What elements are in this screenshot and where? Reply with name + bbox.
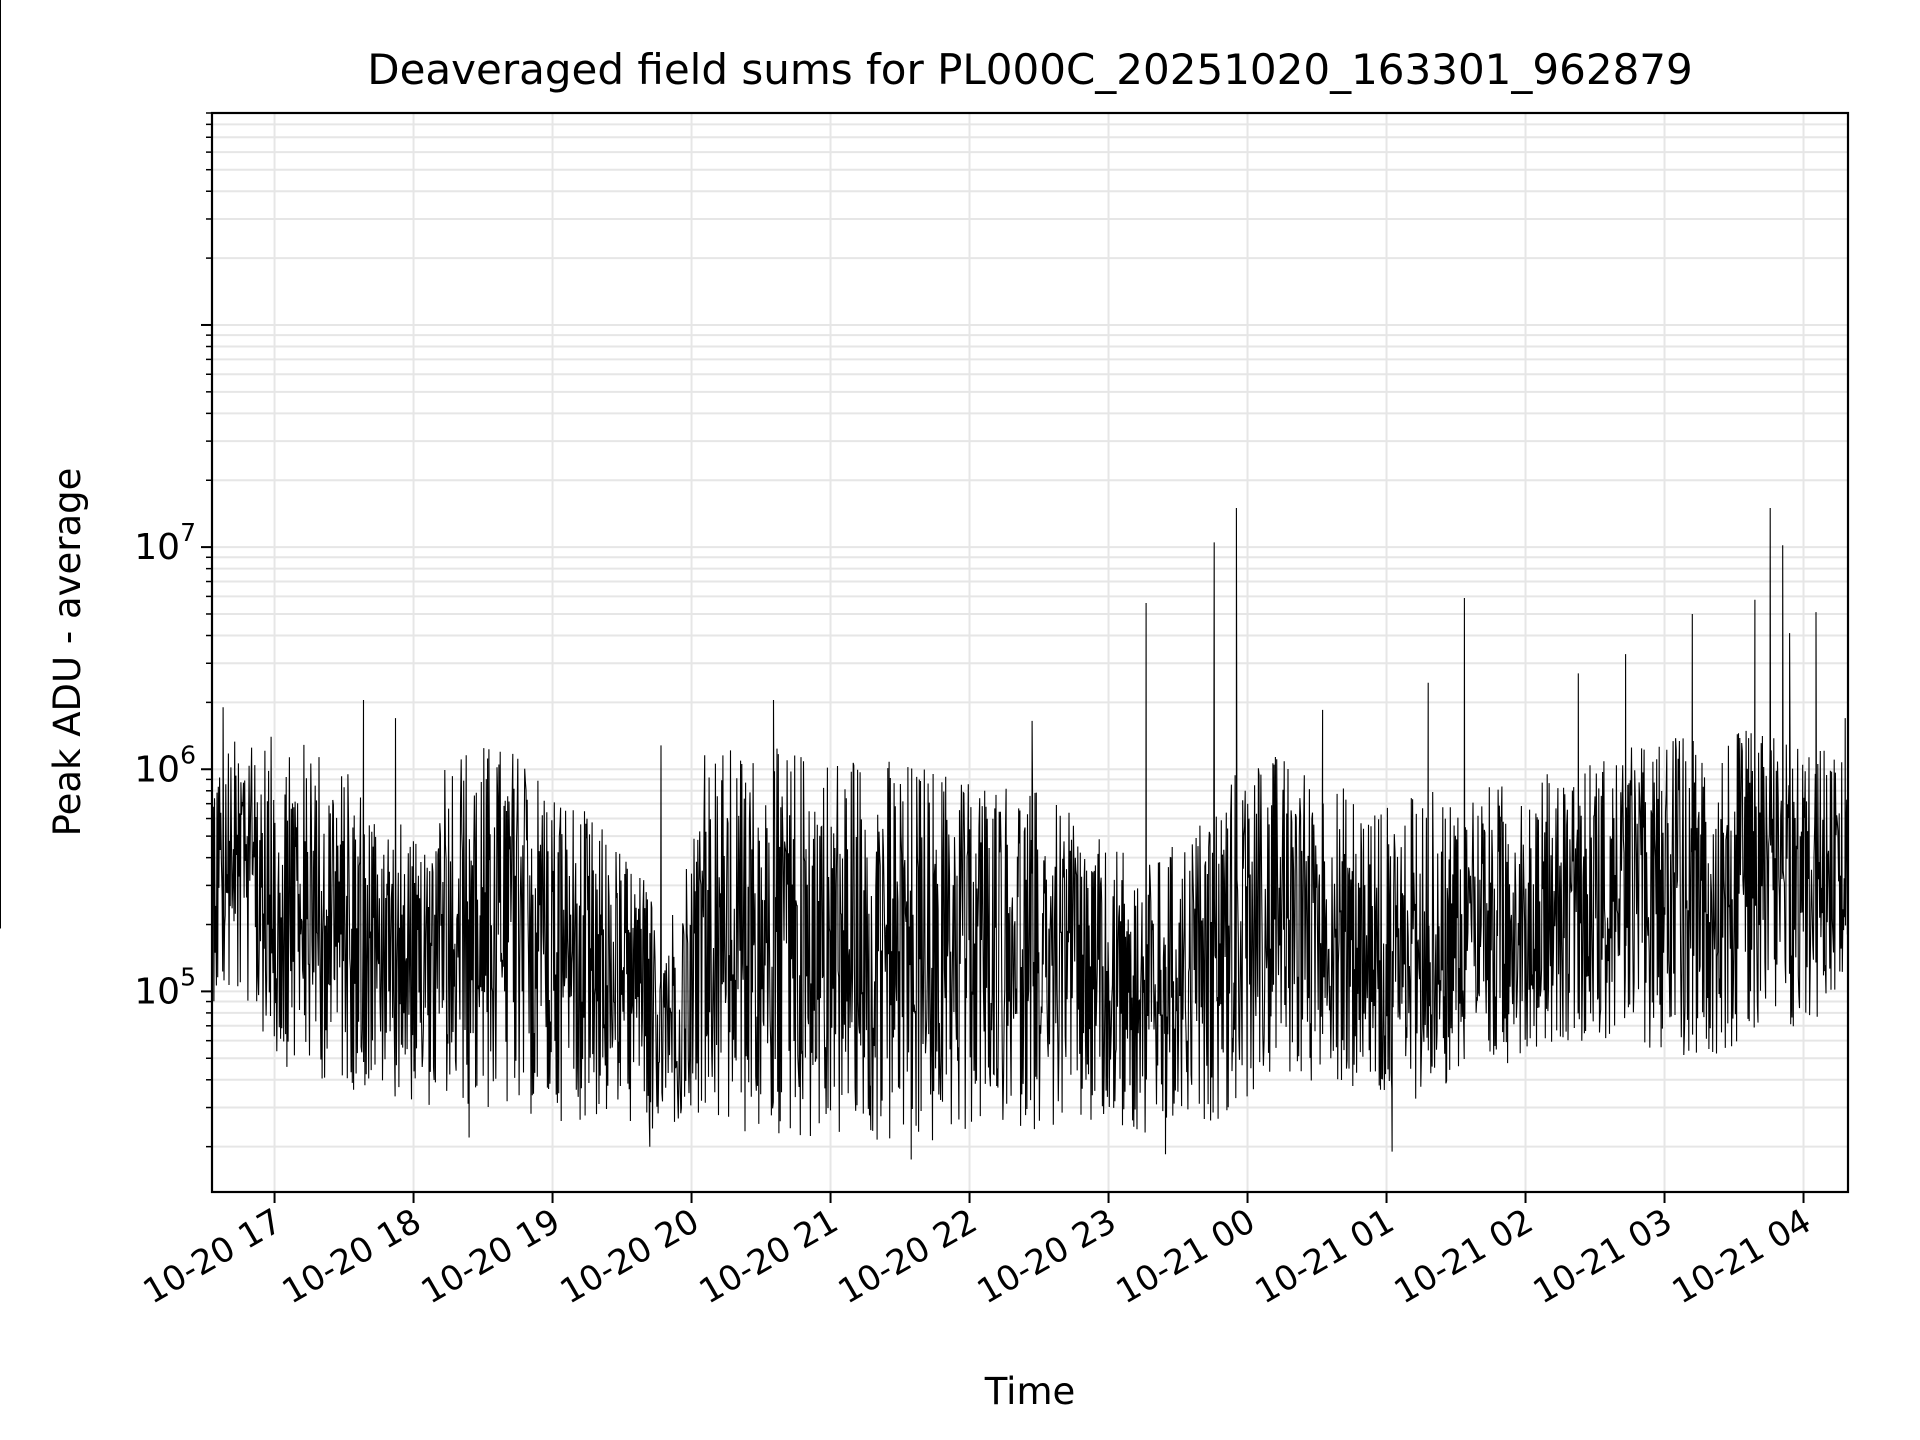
y-axis-label: Peak ADU - average bbox=[46, 468, 89, 837]
y-tick-exponent: 5 bbox=[180, 962, 196, 991]
data-series bbox=[0, 0, 1849, 1160]
y-tick-label: 105 bbox=[134, 962, 196, 1012]
chart-title: Deaveraged field sums for PL000C_2025102… bbox=[367, 45, 1693, 94]
y-tick-exponent: 7 bbox=[180, 518, 196, 547]
y-tick-label: 107 bbox=[134, 518, 196, 568]
y-tick-exponent: 6 bbox=[180, 740, 196, 769]
y-tick-base: 10 bbox=[134, 749, 180, 790]
y-tick-label: 106 bbox=[134, 740, 196, 790]
y-tick-base: 10 bbox=[134, 971, 180, 1012]
series-line bbox=[211, 507, 1849, 1160]
plot-frame bbox=[210, 111, 1850, 1194]
x-axis-label: Time bbox=[984, 1370, 1076, 1413]
y-tick-base: 10 bbox=[134, 527, 180, 568]
